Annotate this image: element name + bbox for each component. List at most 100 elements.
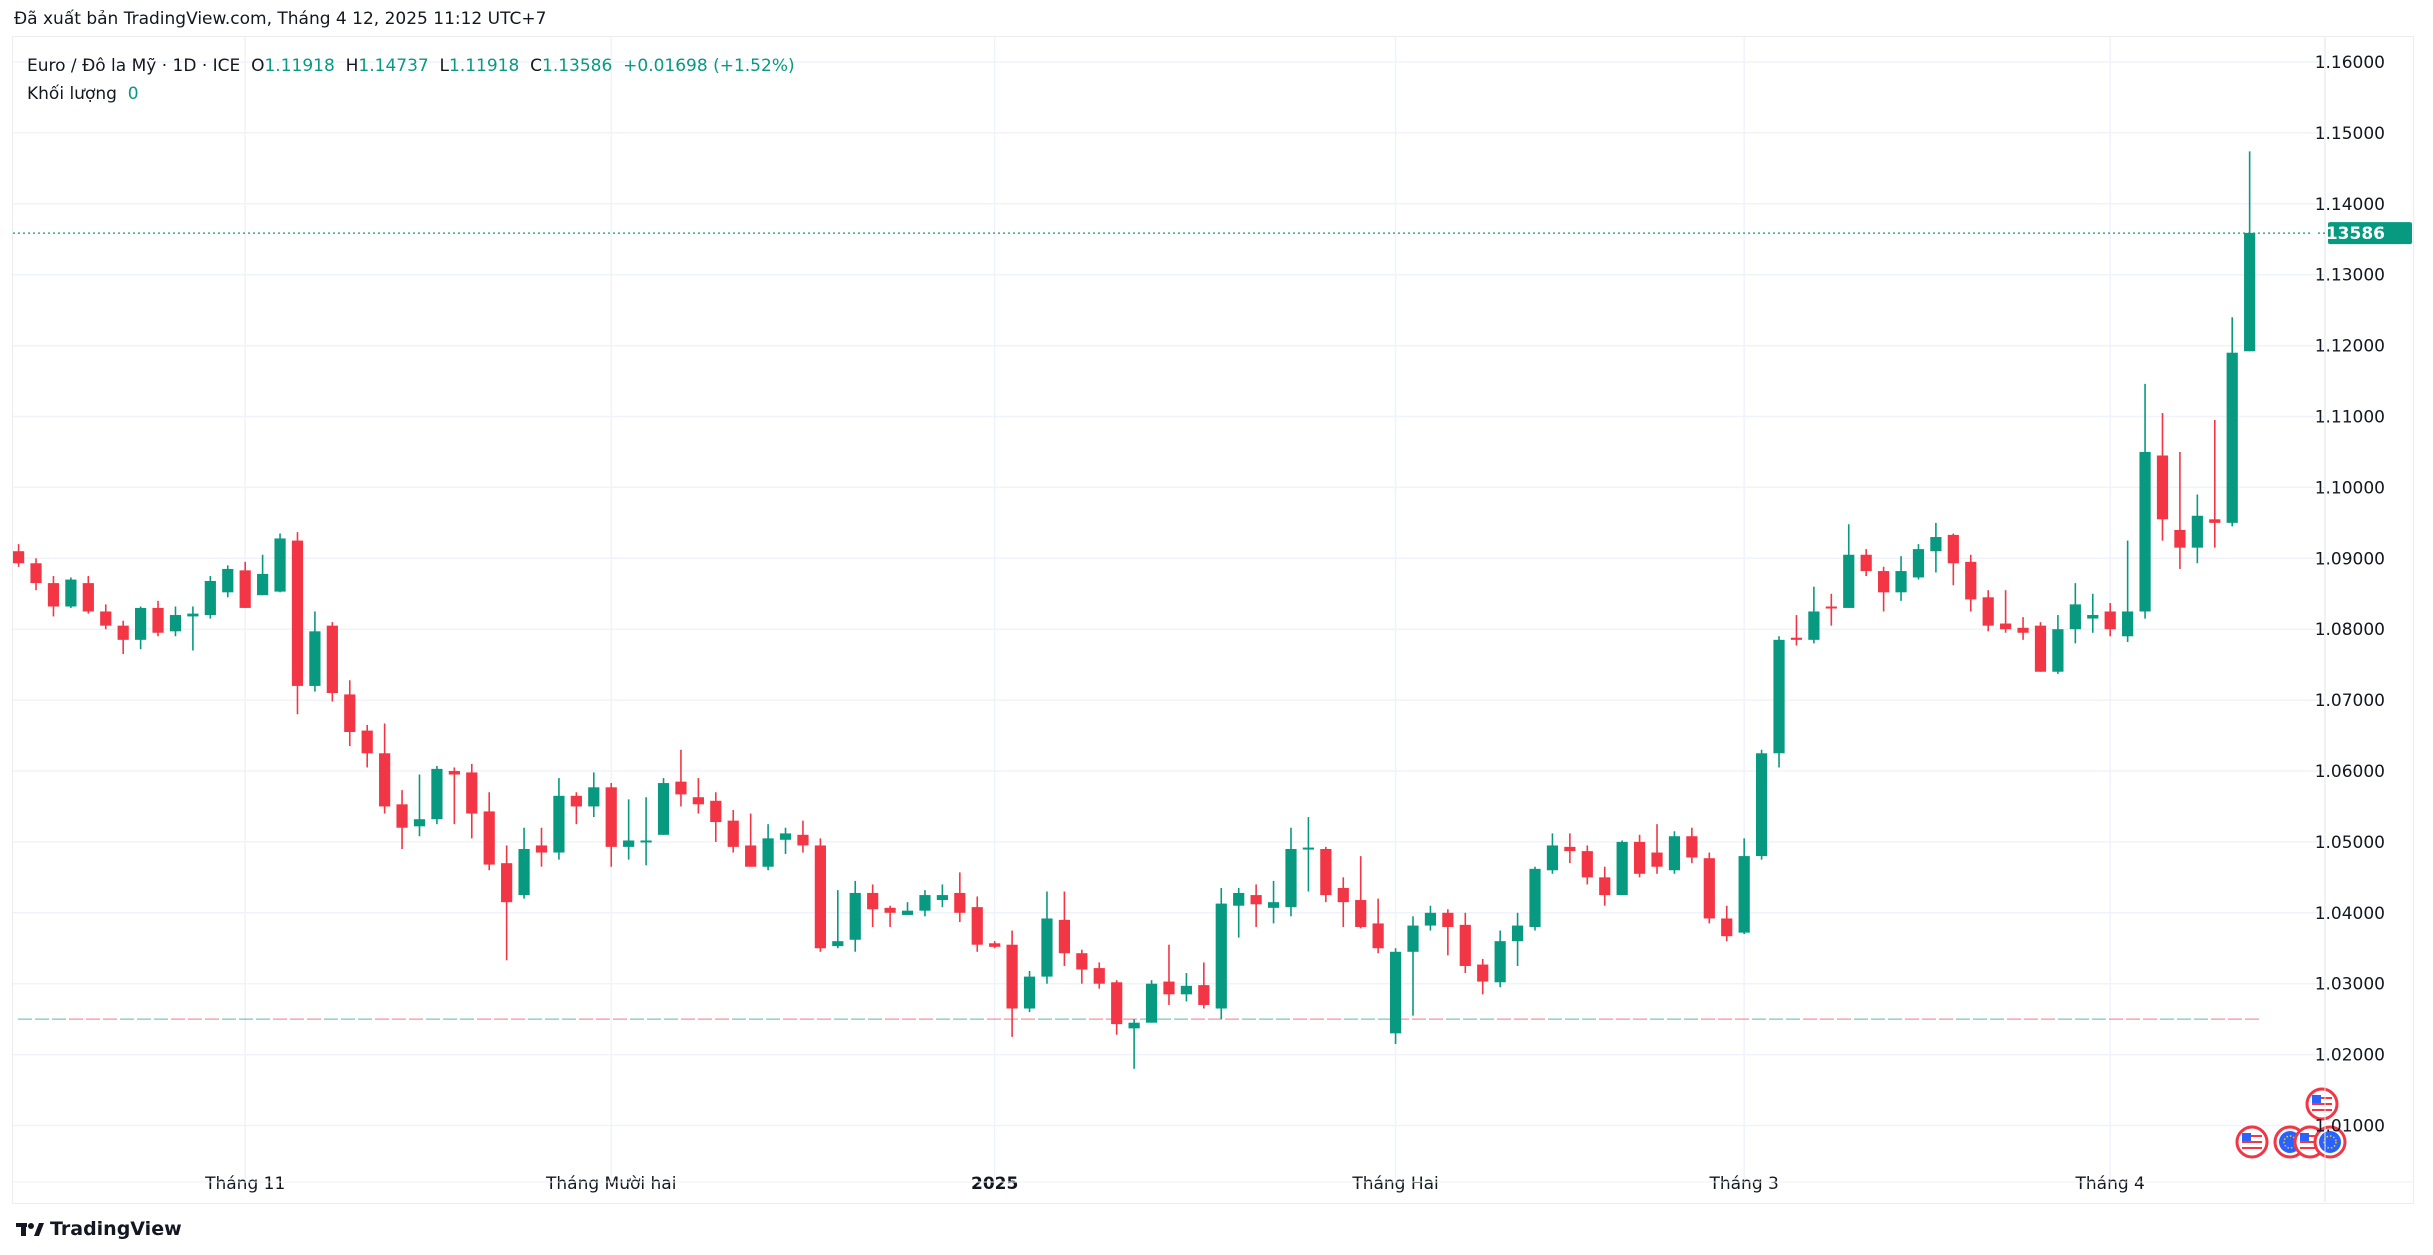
candle-up[interactable] xyxy=(518,827,530,899)
candle-down[interactable] xyxy=(1860,549,1872,577)
candle-up[interactable] xyxy=(187,606,199,651)
candle-up[interactable] xyxy=(1302,817,1315,892)
candle-down[interactable] xyxy=(727,809,739,853)
candle-down[interactable] xyxy=(291,532,304,715)
candle-up[interactable] xyxy=(1494,930,1506,988)
candle-down[interactable] xyxy=(2104,602,2116,637)
candle-down[interactable] xyxy=(82,576,94,614)
candle-up[interactable] xyxy=(1128,1019,1140,1069)
candle-down[interactable] xyxy=(1250,884,1262,927)
candle-down[interactable] xyxy=(2174,451,2186,569)
candle-up[interactable] xyxy=(2122,540,2134,642)
candle-up[interactable] xyxy=(1407,916,1419,1016)
candle-down[interactable] xyxy=(1790,615,1803,646)
candle-up[interactable] xyxy=(553,778,565,860)
candle-down[interactable] xyxy=(1076,949,1088,984)
candle-up[interactable] xyxy=(1424,905,1437,931)
candle-down[interactable] xyxy=(1686,827,1698,864)
candle-up[interactable] xyxy=(832,890,844,949)
candle-up[interactable] xyxy=(1756,749,1768,860)
candle-up[interactable] xyxy=(640,797,652,866)
candle-down[interactable] xyxy=(152,600,164,637)
candle-up[interactable] xyxy=(849,880,861,952)
candle-up[interactable] xyxy=(762,824,774,871)
candle-down[interactable] xyxy=(2156,412,2169,541)
candle-down[interactable] xyxy=(2209,420,2221,548)
candle-up[interactable] xyxy=(1233,887,1245,938)
candle-up[interactable] xyxy=(2191,494,2203,564)
candle-up[interactable] xyxy=(1023,970,1036,1013)
candle-down[interactable] xyxy=(971,896,983,952)
candle-up[interactable] xyxy=(135,606,147,650)
candle-up[interactable] xyxy=(1843,524,1855,608)
candle-up[interactable] xyxy=(413,774,426,837)
volume-label[interactable]: Khối lượng xyxy=(27,84,117,104)
candle-up[interactable] xyxy=(1215,887,1227,1020)
candle-down[interactable] xyxy=(117,620,129,655)
candle-up[interactable] xyxy=(2139,383,2151,619)
candle-down[interactable] xyxy=(605,783,617,867)
candle-down[interactable] xyxy=(379,723,391,814)
us-flag-event-icon[interactable] xyxy=(2235,1125,2269,1159)
candle-down[interactable] xyxy=(2017,617,2029,640)
candle-up[interactable] xyxy=(65,577,77,608)
candle-up[interactable] xyxy=(1895,556,1907,601)
candle-down[interactable] xyxy=(1581,845,1593,885)
candle-down[interactable] xyxy=(1477,958,1489,995)
tradingview-logo[interactable]: TradingView xyxy=(16,1218,182,1240)
candle-up[interactable] xyxy=(1511,912,1524,966)
candle-down[interactable] xyxy=(501,845,513,961)
candle-down[interactable] xyxy=(1599,866,1611,906)
candle-down[interactable] xyxy=(1355,856,1367,929)
candle-down[interactable] xyxy=(326,622,338,702)
candle-up[interactable] xyxy=(431,766,443,825)
candle-down[interactable] xyxy=(1982,590,1994,632)
candle-up[interactable] xyxy=(1389,948,1402,1044)
candle-up[interactable] xyxy=(309,611,321,692)
candle-up[interactable] xyxy=(2052,615,2064,674)
candle-up[interactable] xyxy=(1180,973,1193,1002)
candle-down[interactable] xyxy=(1564,833,1576,864)
candle-up[interactable] xyxy=(1546,833,1559,874)
candle-down[interactable] xyxy=(1459,912,1471,974)
candle-up[interactable] xyxy=(588,772,600,818)
candle-down[interactable] xyxy=(100,604,112,630)
candle-up[interactable] xyxy=(169,606,182,637)
candle-down[interactable] xyxy=(30,558,42,591)
candle-down[interactable] xyxy=(867,884,879,927)
candle-down[interactable] xyxy=(1965,554,1977,612)
candle-down[interactable] xyxy=(1721,905,1733,942)
symbol-title[interactable]: Euro / Đô la Mỹ · 1D · ICE xyxy=(27,56,241,76)
candle-up[interactable] xyxy=(2226,317,2238,527)
candle-down[interactable] xyxy=(1006,930,1018,1037)
candle-down[interactable] xyxy=(483,792,495,871)
candle-up[interactable] xyxy=(204,576,216,619)
candle-down[interactable] xyxy=(692,778,704,814)
candle-up[interactable] xyxy=(1912,544,1925,580)
candle-down[interactable] xyxy=(396,790,408,849)
candle-down[interactable] xyxy=(1633,834,1646,878)
candle-up[interactable] xyxy=(1285,827,1297,917)
candle-up[interactable] xyxy=(1145,980,1158,1023)
candle-down[interactable] xyxy=(13,544,25,567)
candle-down[interactable] xyxy=(1947,533,1959,586)
us-flag-event-icon[interactable] xyxy=(2305,1087,2339,1121)
candle-down[interactable] xyxy=(954,872,966,923)
candle-down[interactable] xyxy=(535,827,548,867)
candle-up[interactable] xyxy=(2244,151,2256,352)
candle-up[interactable] xyxy=(1668,831,1681,874)
candle-up[interactable] xyxy=(657,778,670,835)
candle-up[interactable] xyxy=(1041,891,1053,984)
candle-down[interactable] xyxy=(570,792,582,825)
candle-up[interactable] xyxy=(1738,838,1750,935)
candle-down[interactable] xyxy=(884,905,896,927)
candle-down[interactable] xyxy=(1825,593,1837,626)
candle-up[interactable] xyxy=(901,902,914,915)
candle-up[interactable] xyxy=(1808,586,1820,644)
candle-down[interactable] xyxy=(745,813,757,867)
candle-down[interactable] xyxy=(1878,566,1890,612)
candle-down[interactable] xyxy=(1651,824,1663,874)
candle-down[interactable] xyxy=(1372,898,1384,954)
candle-down[interactable] xyxy=(466,763,478,839)
